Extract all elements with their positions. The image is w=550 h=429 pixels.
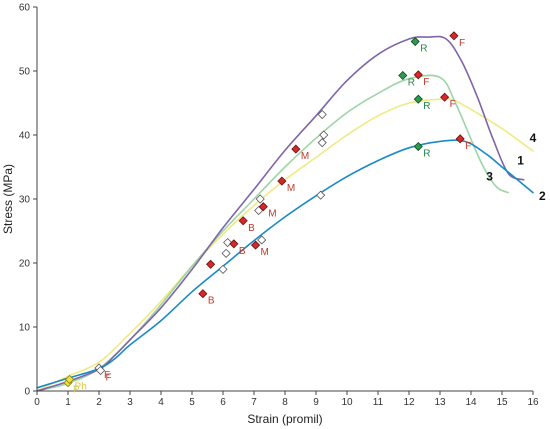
marker-label: M: [261, 247, 269, 258]
data-marker-open: [255, 194, 265, 204]
x-tick-label: 2: [96, 397, 102, 408]
series-line-4: [36, 97, 534, 392]
data-marker-red: [258, 202, 268, 212]
series-label: 1: [517, 154, 524, 168]
marker-label: F: [450, 99, 456, 110]
data-marker-green: [410, 36, 420, 47]
series-line-2: [36, 139, 534, 389]
marker-label: R: [423, 149, 430, 160]
data-marker-red: [440, 92, 450, 102]
series-line-3: [36, 74, 509, 392]
marker-label: F: [104, 370, 110, 381]
y-tick-label: 60: [19, 3, 31, 14]
data-marker-open: [319, 130, 329, 140]
axes: [36, 7, 533, 392]
y-tick-label: 30: [19, 195, 31, 206]
x-tick-label: 0: [34, 397, 40, 408]
x-tick-label: 12: [403, 397, 415, 408]
x-tick-label: 4: [158, 397, 164, 408]
marker-label: F: [465, 141, 471, 152]
y-axis-title: Stress (MPa): [1, 164, 15, 234]
series-label: 2: [539, 189, 546, 203]
x-tick-label: 15: [496, 397, 508, 408]
y-tick-label: 20: [19, 259, 31, 270]
data-marker-green: [413, 94, 423, 104]
marker-label: R: [423, 101, 430, 112]
marker-label: F: [423, 77, 429, 88]
marker-label: B: [239, 246, 246, 257]
series-curves: [36, 35, 534, 392]
data-marker-yellow: [64, 374, 75, 385]
marker-label: M: [268, 209, 276, 220]
data-marker-red: [413, 70, 423, 80]
data-marker-red: [277, 176, 287, 186]
marker-label: R: [408, 77, 415, 88]
data-marker-red: [198, 289, 208, 299]
x-tick-label: 5: [189, 397, 195, 408]
x-tick-label: 8: [282, 397, 288, 408]
x-tick-label: 3: [127, 397, 133, 408]
marker-label: F: [106, 373, 112, 384]
data-marker-open: [317, 138, 327, 148]
data-marker-red: [206, 259, 216, 269]
data-marker-red: [250, 240, 261, 250]
data-marker-open: [257, 235, 267, 245]
data-marker-red: [238, 216, 248, 226]
marker-label: M: [301, 151, 309, 162]
series-labels: 1 2 3 4: [486, 131, 546, 203]
data-marker-red: [291, 144, 301, 154]
y-axis-ticks: 0 10 20 30 40 50 60: [19, 3, 37, 398]
marker-label: P: [73, 385, 80, 396]
data-marker-open: [221, 248, 231, 258]
data-marker-red: [449, 31, 459, 41]
x-tick-label: 10: [341, 397, 353, 408]
marker-label: B: [248, 223, 255, 234]
marker-label: M: [287, 183, 295, 194]
data-marker-green: [413, 141, 423, 152]
data-marker-open: [218, 264, 228, 274]
data-marker-open: [317, 109, 327, 120]
data-marker-green: [398, 70, 408, 81]
x-tick-label: 16: [527, 397, 539, 408]
series-label: 3: [486, 170, 493, 184]
marker-label: F: [459, 38, 465, 49]
x-tick-label: 9: [313, 397, 319, 408]
data-marker-red: [229, 239, 239, 249]
x-tick-label: 6: [220, 397, 226, 408]
marker-label: R: [420, 44, 427, 55]
marker-label: B: [208, 296, 215, 307]
series-line-1: [36, 35, 525, 392]
x-tick-label: 13: [434, 397, 446, 408]
data-marker-red: [455, 134, 465, 144]
x-tick-label: 14: [465, 397, 477, 408]
y-tick-label: 10: [19, 323, 31, 334]
x-tick-label: 11: [373, 397, 384, 408]
data-marker-open: [223, 237, 233, 248]
x-tick-label: 1: [65, 397, 71, 408]
x-axis-ticks: 0 1 2 3 4 5 6 7 8 9 10 11 12 13 14 15 16: [34, 391, 539, 408]
data-marker-open: [95, 365, 106, 376]
x-axis-title: Strain (promil): [247, 412, 322, 426]
marker-label: Ph: [75, 381, 87, 392]
y-tick-label: 40: [19, 131, 31, 142]
y-tick-label: 0: [24, 387, 30, 398]
series-label: 4: [530, 131, 537, 145]
data-marker-open: [316, 190, 326, 200]
x-tick-label: 7: [251, 397, 257, 408]
y-tick-label: 50: [19, 67, 31, 78]
